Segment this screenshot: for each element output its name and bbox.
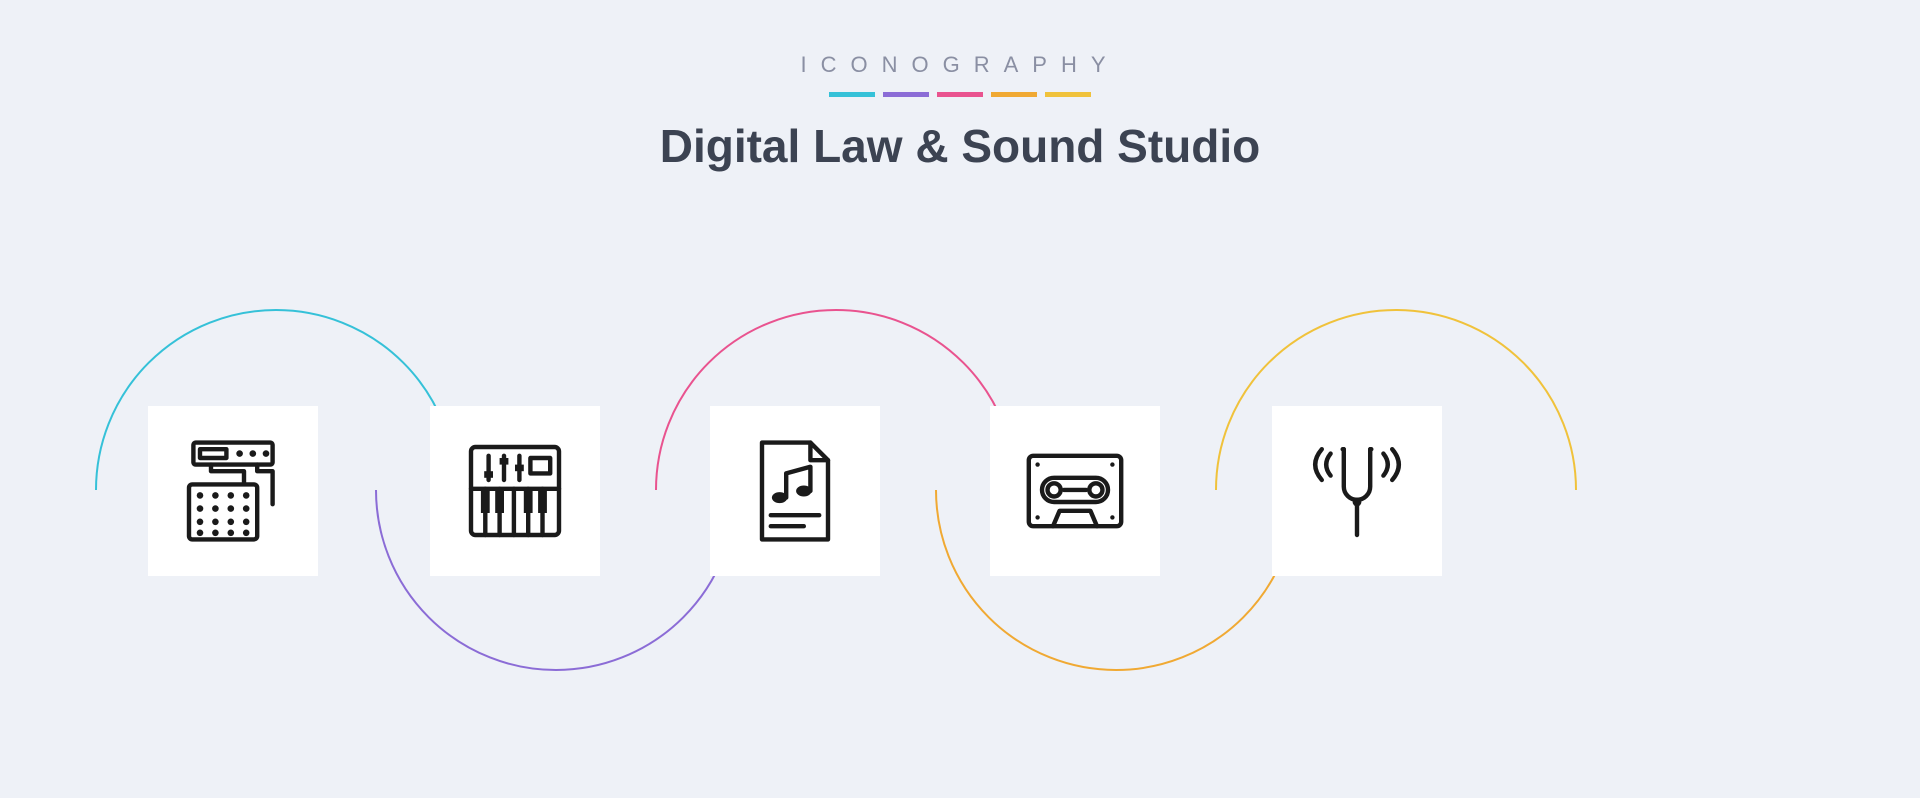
tuning-fork-icon xyxy=(1302,436,1412,546)
icon-tile xyxy=(1272,406,1442,576)
icon-tile xyxy=(990,406,1160,576)
audio-file-icon xyxy=(740,436,850,546)
icon-row xyxy=(0,0,1920,798)
sampler-pad-icon xyxy=(178,436,288,546)
icon-tile xyxy=(710,406,880,576)
icon-tile xyxy=(148,406,318,576)
icon-tile xyxy=(430,406,600,576)
keyboard-synth-icon xyxy=(460,436,570,546)
cassette-tape-icon xyxy=(1020,436,1130,546)
